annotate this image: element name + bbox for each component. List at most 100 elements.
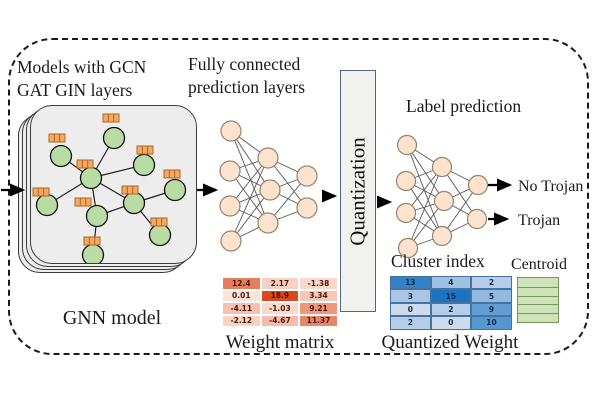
output-label-trojan: Trojan <box>518 212 561 229</box>
neuron-node <box>431 225 453 247</box>
neuron-node <box>396 134 418 156</box>
weight-matrix-table: 12.4 2.17 -1.38 0.01 18.9 3.34 -4.11 -1.03 9.21-… <box>222 277 338 327</box>
output-label-no-trojan: No Trojan <box>518 178 584 195</box>
cluster-index-table: 13 4 2 3 15 5 0 2 9 2 0 10 <box>390 276 512 330</box>
left-title-line2: GAT GIN layers <box>17 80 133 101</box>
gnn-model-caption: GNN model <box>62 307 162 329</box>
neuron-node <box>219 160 241 182</box>
table-cell: 10 <box>471 316 512 330</box>
feature-vector-icon <box>150 217 168 227</box>
table-cell: 5 <box>471 289 512 303</box>
feature-vector-icon <box>163 169 181 179</box>
neuron-node <box>220 230 242 252</box>
neuron-node <box>296 165 318 187</box>
table-cell: 18.9 <box>260 289 300 302</box>
centroid-row <box>518 286 558 296</box>
centroid-row <box>518 278 558 287</box>
neuron-node <box>397 237 419 259</box>
graph-nodes <box>35 126 187 263</box>
dashed-boundary <box>8 38 589 355</box>
neuron-node <box>257 212 279 234</box>
table-cell: 11.37 <box>299 314 338 327</box>
feature-vector-icon <box>121 185 139 195</box>
graph-node <box>102 126 126 150</box>
centroid-row <box>518 313 558 322</box>
table-cell: 3.34 <box>299 289 338 302</box>
table-cell: 13 <box>390 276 431 290</box>
graph-node <box>85 204 109 228</box>
feature-vectors <box>32 113 181 246</box>
middle-section-title: Fully connected prediction layers <box>188 53 305 99</box>
table-cell: 2 <box>390 316 431 330</box>
graph-node <box>79 166 103 190</box>
gnn-graph <box>32 113 187 263</box>
feature-vector-icon <box>48 133 66 143</box>
table-row: -2.12 -4.67 11.37 <box>222 314 338 327</box>
table-row: 0.01 18.9 3.34 <box>222 289 338 302</box>
graph-node <box>49 144 73 168</box>
table-row: 3 15 5 <box>390 289 512 303</box>
table-cell: 15 <box>430 289 472 303</box>
feature-vector-icon <box>32 187 50 197</box>
centroid-row <box>518 295 558 305</box>
label-prediction-network <box>395 134 489 259</box>
neuron-node <box>467 174 489 196</box>
feature-vector-icon <box>76 159 94 169</box>
neuron-node <box>219 195 241 217</box>
neuron-node <box>433 190 455 212</box>
table-cell: 0 <box>430 316 472 330</box>
table-row: -4.11 -1.03 9.21 <box>222 302 338 315</box>
quantization-label: Quantization <box>345 136 370 246</box>
table-cell: 9.21 <box>299 302 338 315</box>
table-row: 2 0 10 <box>390 316 512 330</box>
table-row: 12.4 2.17 -1.38 <box>222 277 338 290</box>
neuron-node <box>466 208 488 230</box>
neuron-node <box>220 120 242 142</box>
table-cell: 0 <box>390 302 431 317</box>
table-cell: 12.4 <box>222 277 261 290</box>
left-title-line1: Models with GCN <box>17 57 147 77</box>
table-cell: 0.01 <box>222 289 261 302</box>
feature-vector-icon <box>136 145 154 155</box>
neuron-node <box>431 156 453 178</box>
neuron-node <box>395 202 417 224</box>
fc-network-neurons <box>219 120 318 252</box>
graph-node <box>81 243 105 263</box>
graph-node <box>122 191 146 215</box>
table-cell: -1.03 <box>260 302 300 315</box>
middle-title-line1: Fully connected <box>188 54 301 74</box>
centroid-row <box>518 304 558 314</box>
feature-vector-icon <box>74 197 92 207</box>
table-cell: 4 <box>430 276 472 290</box>
feature-vector-icon <box>83 236 101 246</box>
fc-prediction-network <box>219 120 318 252</box>
centroid-caption: Centroid <box>511 256 567 273</box>
cluster-index-caption: Cluster index <box>391 251 485 271</box>
graph-node <box>132 153 156 177</box>
neuron-node <box>395 170 417 192</box>
weight-matrix-caption: Weight matrix <box>225 332 335 353</box>
label-network-neurons <box>395 134 489 259</box>
table-cell: 2 <box>471 276 512 290</box>
graph-node <box>148 223 172 247</box>
neuron-node <box>259 179 281 201</box>
table-row: 13 4 2 <box>390 276 512 290</box>
table-cell: -1.38 <box>299 277 338 290</box>
table-cell: -2.12 <box>222 314 261 327</box>
graph-node <box>163 178 187 202</box>
table-cell: -4.67 <box>260 314 300 327</box>
table-cell: -4.11 <box>222 302 261 315</box>
left-section-title: Models with GCN GAT GIN layers <box>17 56 146 102</box>
middle-title-line2: prediction layers <box>188 77 306 98</box>
label-prediction-title: Label prediction <box>406 96 522 116</box>
neuron-node <box>296 197 318 219</box>
feature-vector-icon <box>102 113 120 123</box>
quantized-weight-caption: Quantized Weight <box>381 332 519 353</box>
table-cell: 9 <box>471 302 512 317</box>
neuron-node <box>257 147 279 169</box>
centroid-table <box>517 277 559 323</box>
table-cell: 3 <box>390 289 431 303</box>
gnn-model-box <box>30 105 197 264</box>
